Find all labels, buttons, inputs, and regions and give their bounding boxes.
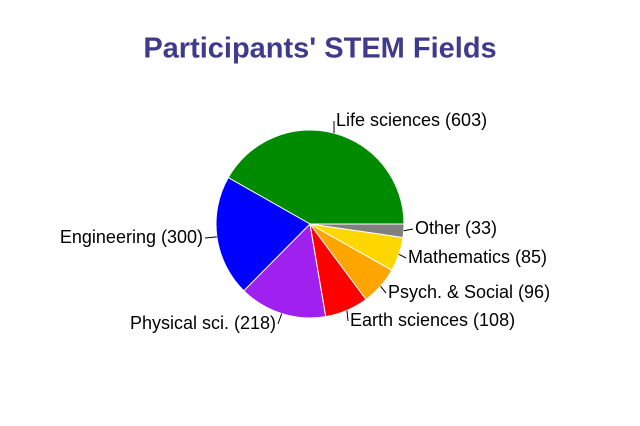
- chart-title: Participants' STEM Fields: [143, 33, 496, 65]
- leader-line: [380, 285, 387, 294]
- slice-label: Life sciences (603): [336, 110, 487, 130]
- slice-label: Physical sci. (218): [130, 313, 276, 333]
- leader-line: [346, 310, 349, 322]
- slice-label: Mathematics (85): [408, 247, 547, 267]
- leader-line: [277, 313, 283, 325]
- slice-label: Psych. & Social (96): [388, 282, 550, 302]
- slice-label: Engineering (300): [60, 227, 203, 247]
- leader-line: [403, 228, 414, 232]
- leader-line: [398, 253, 407, 259]
- leader-line: [204, 236, 217, 239]
- slice-label: Earth sciences (108): [350, 310, 515, 330]
- pie-slice: [227, 129, 405, 225]
- slice-label: Other (33): [415, 218, 497, 238]
- pie-slice: [309, 223, 405, 239]
